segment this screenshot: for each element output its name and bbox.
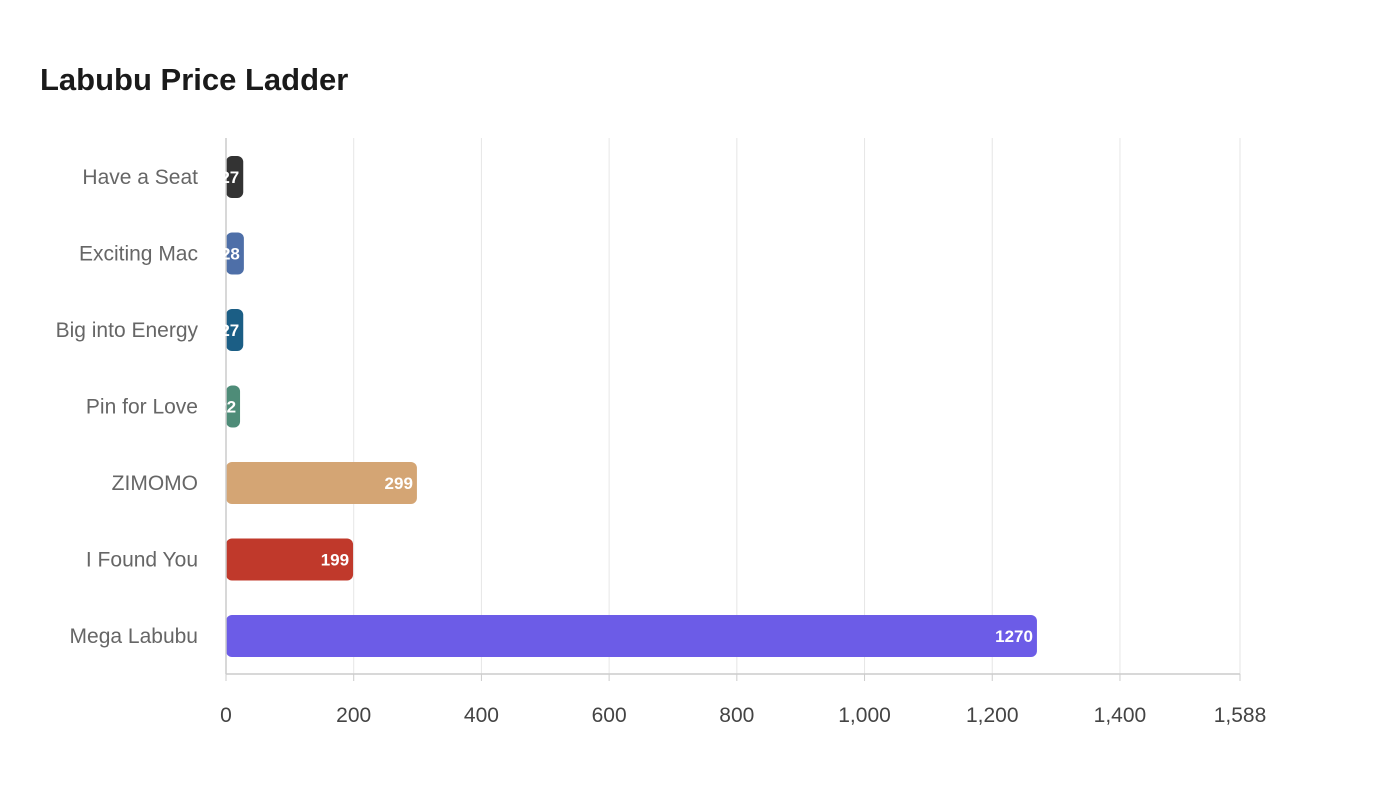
category-label: Have a Seat [82,166,198,189]
bar[interactable] [226,462,417,504]
grid-lines [353,138,1241,674]
x-tick-label: 200 [336,704,371,727]
bar[interactable] [226,309,244,351]
data-label: 27 [220,168,239,187]
category-label: Mega Labubu [70,625,198,648]
data-label: 199 [321,551,349,570]
bar[interactable] [226,385,241,428]
data-label: 1270 [995,627,1033,646]
category-label: ZIMOMO [112,472,198,495]
bar[interactable] [226,232,244,275]
category-label: Exciting Mac [79,243,198,266]
x-tick-label: 0 [220,704,232,727]
category-label: I Found You [86,549,198,572]
x-tick-label: 400 [464,704,499,727]
x-tick-label: 1,588 [1214,704,1267,727]
bar[interactable] [226,615,1037,657]
data-label: 27 [220,321,239,340]
chart-title: Labubu Price Ladder [40,62,349,97]
category-label: Pin for Love [86,396,198,419]
data-label: 22 [217,398,236,417]
data-label: 28 [221,245,240,264]
x-tick-label: 1,400 [1094,704,1147,727]
x-tick-label: 1,200 [966,704,1019,727]
bar[interactable] [226,156,244,198]
x-tick-label: 600 [592,704,627,727]
axes [225,138,1241,681]
x-tick-label: 800 [719,704,754,727]
labels: 0 200 400 600 800 1,000 1,200 1,400 1,588 Have a … [56,166,1267,727]
data-label: 299 [385,474,413,493]
bars [226,156,1037,657]
x-tick-label: 1,000 [838,704,891,727]
category-label: Big into Energy [56,319,199,342]
bar[interactable] [226,538,354,581]
